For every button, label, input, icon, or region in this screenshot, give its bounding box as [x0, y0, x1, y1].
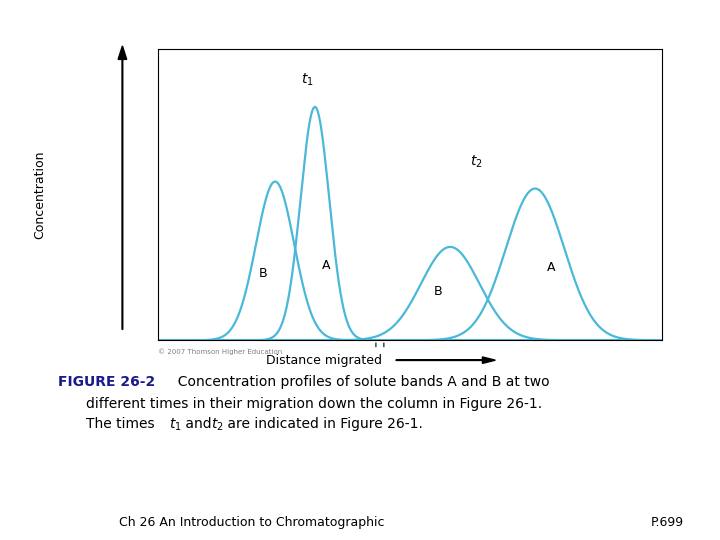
Text: B: B [434, 285, 443, 298]
Text: P.699: P.699 [651, 516, 684, 529]
Text: © 2007 Thomson Higher Education: © 2007 Thomson Higher Education [158, 348, 283, 355]
Text: and: and [181, 417, 217, 431]
Text: Concentration: Concentration [33, 150, 46, 239]
Text: The times: The times [86, 417, 159, 431]
Text: A: A [323, 259, 330, 272]
Text: different times in their migration down the column in Figure 26-1.: different times in their migration down … [86, 397, 543, 411]
Text: Concentration profiles of solute bands A and B at two: Concentration profiles of solute bands A… [169, 375, 550, 389]
Text: $t_2$: $t_2$ [211, 417, 224, 433]
Text: $t_2$: $t_2$ [470, 153, 483, 170]
Text: Ch 26 An Introduction to Chromatographic: Ch 26 An Introduction to Chromatographic [120, 516, 384, 529]
Text: B: B [259, 267, 268, 280]
Text: FIGURE 26-2: FIGURE 26-2 [58, 375, 155, 389]
Text: $t_1$: $t_1$ [301, 72, 313, 88]
Text: A: A [546, 261, 555, 274]
Text: $t_1$: $t_1$ [169, 417, 182, 433]
Text: Distance migrated: Distance migrated [266, 354, 382, 367]
Text: are indicated in Figure 26-1.: are indicated in Figure 26-1. [223, 417, 423, 431]
